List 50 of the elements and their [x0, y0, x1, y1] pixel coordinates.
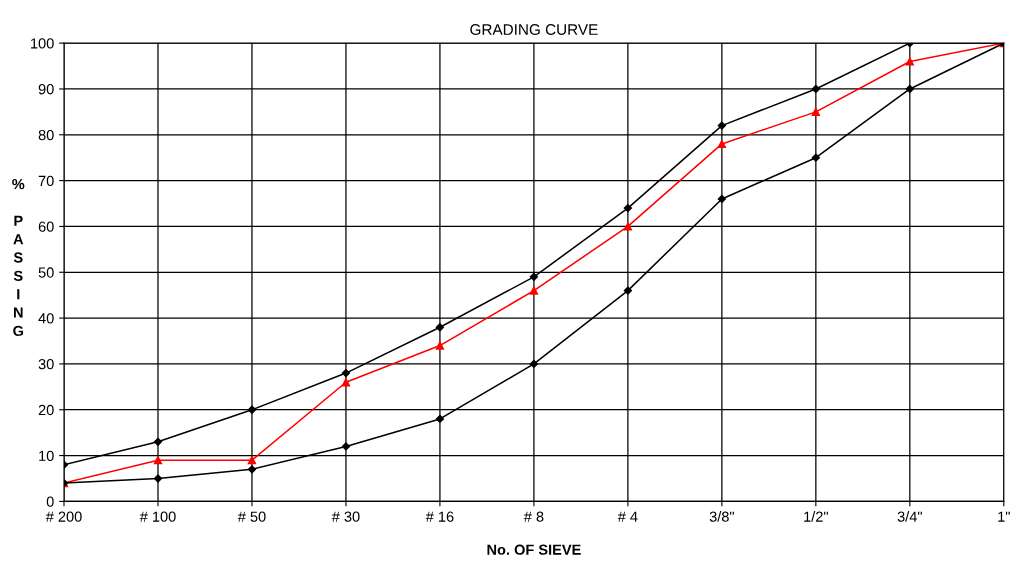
point [435, 323, 445, 332]
x-tick-label: 3/4" [897, 511, 922, 522]
point [435, 341, 445, 350]
x-tick-label: 1/2" [804, 511, 828, 522]
chart-title: GRADING CURVE [470, 24, 598, 35]
x-tick-label: # 4 [617, 511, 638, 522]
point [153, 455, 163, 465]
point [623, 286, 633, 295]
y-tick-label: 60 [38, 221, 54, 232]
y-tick-label: 80 [38, 129, 54, 141]
point [717, 121, 727, 130]
x-axis-title: No. OF SIEVE [487, 544, 581, 555]
y-tick-label: 40 [38, 313, 54, 324]
text: % PASSING [12, 178, 25, 337]
x-tick-label: # 30 [331, 511, 360, 522]
y-tick-label: 70 [38, 175, 54, 187]
point [623, 203, 633, 213]
x-tick-label: # 100 [139, 511, 176, 522]
x-tick-label: # 50 [237, 511, 266, 522]
point [247, 455, 257, 465]
y-tick-label: 20 [38, 404, 54, 416]
point [247, 465, 257, 474]
point [341, 368, 351, 378]
point [341, 378, 351, 387]
point [811, 153, 820, 162]
point [905, 57, 914, 66]
y-tick-label: 0 [46, 496, 54, 507]
x-tick-label: # 16 [425, 511, 454, 522]
x-tick-label: 3/8" [709, 511, 734, 522]
point [905, 84, 914, 94]
y-tick-label: 50 [38, 267, 54, 278]
y-tick-label: 30 [38, 359, 54, 370]
point [811, 84, 820, 94]
x-tick-label: 1" [998, 511, 1010, 522]
point [341, 442, 351, 451]
x-tick-label: # 200 [45, 511, 82, 522]
point [153, 437, 163, 446]
point [811, 107, 821, 117]
point [529, 272, 539, 281]
y-tick-label: 10 [39, 450, 54, 461]
point [717, 139, 727, 149]
point [529, 359, 539, 369]
point [247, 405, 257, 414]
y-tick-label: 90 [38, 84, 54, 95]
y-tick-label: 100 [31, 38, 54, 49]
point [529, 286, 539, 295]
point [717, 194, 727, 204]
point [435, 414, 445, 424]
point [623, 222, 633, 231]
x-tick-label: # 8 [523, 511, 544, 522]
